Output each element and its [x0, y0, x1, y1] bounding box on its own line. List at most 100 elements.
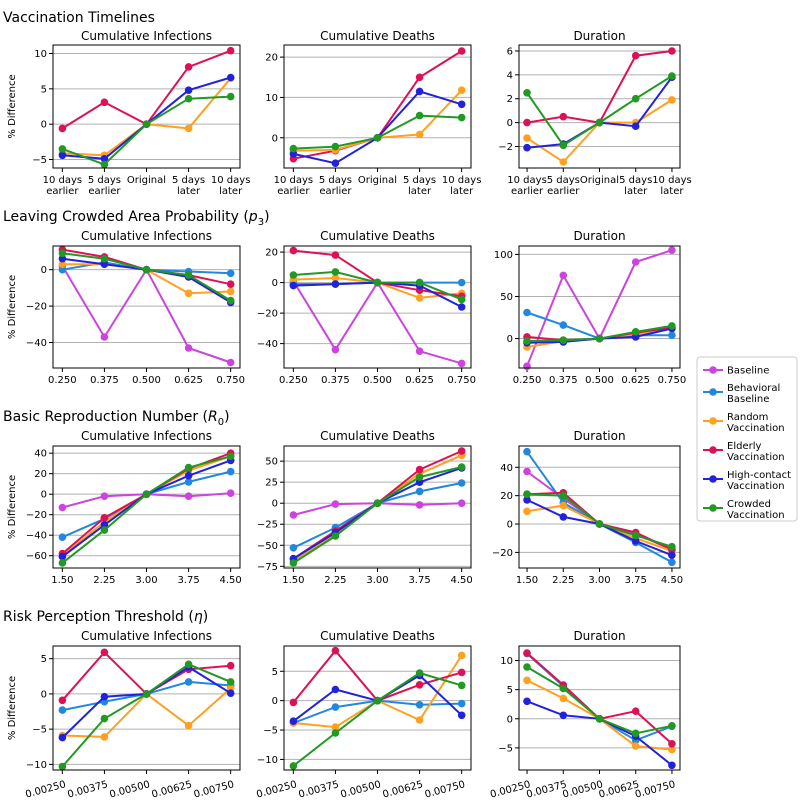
y-tick-label: 10	[500, 656, 513, 667]
x-tick-label: 10 days	[442, 175, 482, 186]
series-line	[61, 265, 232, 364]
data-point	[415, 681, 424, 689]
data-point	[226, 46, 235, 55]
x-tick-label: 0.00250	[24, 779, 67, 800]
data-point	[289, 698, 298, 707]
data-point	[226, 467, 235, 476]
section-title: Vaccination Timelines	[3, 10, 155, 26]
x-tick-label: earlier	[46, 186, 79, 197]
axes-frame	[518, 645, 681, 771]
axes-frame	[52, 445, 241, 569]
section-title-text: Basic Reproduction Number (	[3, 409, 208, 425]
data-point	[523, 447, 531, 456]
x-tick-label: 4.50	[451, 575, 473, 586]
data-point	[668, 745, 676, 754]
series-line	[292, 482, 462, 549]
data-point	[523, 308, 531, 317]
data-point	[142, 265, 151, 274]
section-title-tail: )	[224, 409, 229, 425]
y-tick-label: 10	[34, 49, 47, 60]
y-tick-label: 4	[507, 70, 513, 81]
legend-marker	[709, 475, 717, 483]
data-point	[58, 552, 67, 561]
data-point	[668, 47, 676, 55]
data-point	[457, 359, 466, 368]
data-point	[58, 559, 67, 567]
axes-frame	[283, 44, 472, 169]
data-point	[457, 86, 466, 94]
data-point	[58, 145, 67, 153]
data-point	[184, 463, 193, 472]
data-point	[415, 130, 424, 139]
data-point	[631, 531, 640, 540]
axes-frame	[283, 445, 472, 569]
section-title-symbol: η	[194, 609, 203, 625]
y-tick-label: 25	[265, 478, 278, 489]
data-point	[523, 649, 531, 657]
x-tick-label: 2.25	[93, 575, 115, 586]
y-tick-label: 20	[500, 491, 513, 502]
section-title-symbol: p	[248, 209, 258, 225]
panel-title: Cumulative Infections	[81, 29, 212, 43]
data-point	[226, 73, 235, 82]
y-tick-label: −10	[257, 755, 278, 766]
y-axis-label: % Difference	[7, 275, 18, 339]
data-point	[184, 478, 193, 486]
data-point	[226, 661, 235, 670]
x-tick-label: 10 days	[274, 175, 314, 186]
legend-label: Random	[727, 412, 768, 423]
legend: BaselineBehavioralBaselineRandomVaccinat…	[696, 356, 798, 522]
x-tick-label: 4.50	[220, 575, 242, 586]
y-tick-label: 5	[41, 84, 47, 95]
x-tick-label: 2.25	[552, 575, 574, 586]
panel-title: Duration	[573, 29, 625, 43]
series-line	[293, 114, 462, 150]
x-tick-label: 0.375	[321, 375, 350, 386]
legend-label: Vaccination	[727, 510, 785, 521]
data-point	[415, 487, 424, 496]
series-line	[526, 75, 673, 147]
data-point	[415, 347, 424, 356]
series-line	[526, 99, 673, 164]
legend-label: Elderly	[727, 441, 761, 452]
data-point	[331, 729, 340, 737]
x-tick-label: Original	[127, 175, 166, 186]
data-point	[58, 151, 67, 160]
panel-3: Duration−505100.002500.003750.005000.006…	[489, 629, 681, 801]
data-point	[523, 89, 531, 97]
data-point	[184, 721, 193, 730]
axes-frame	[518, 445, 681, 569]
data-point	[289, 281, 298, 290]
series-line	[526, 504, 673, 552]
section-title: Risk Perception Threshold (η)	[3, 609, 208, 625]
data-point	[559, 711, 568, 720]
panel-3: Duration −20 0 20 40 1.50 2.25 3.00 3.75 4.50	[492, 429, 683, 586]
y-tick-label: −5	[263, 726, 278, 737]
section-1: Vaccination Timelines % Difference Cumulat…	[3, 10, 692, 197]
x-tick-label: 0.00750	[634, 779, 677, 800]
data-point	[184, 63, 193, 71]
axes-frame	[283, 645, 472, 771]
data-point	[668, 722, 676, 730]
series-line	[526, 311, 672, 340]
x-tick-label: 0.750	[447, 375, 476, 386]
data-point	[457, 295, 466, 304]
data-point	[415, 716, 424, 724]
data-point	[559, 158, 568, 166]
panel-title: Cumulative Infections	[81, 629, 212, 643]
panel-title: Cumulative Deaths	[320, 429, 435, 443]
axes-frame	[52, 645, 241, 771]
data-point	[523, 337, 531, 345]
x-tick-label: 0.00375	[297, 779, 340, 800]
data-point	[289, 511, 298, 519]
data-point	[631, 729, 640, 738]
section-3: Basic Reproduction Number (R0)% Differen…	[3, 409, 683, 586]
data-point	[289, 762, 298, 770]
series-line	[61, 470, 231, 539]
x-tick-label: 3.75	[625, 575, 647, 586]
section-title-text: Risk Perception Threshold (	[3, 609, 194, 625]
data-point	[58, 706, 67, 714]
y-tick-label: 5	[272, 667, 278, 678]
